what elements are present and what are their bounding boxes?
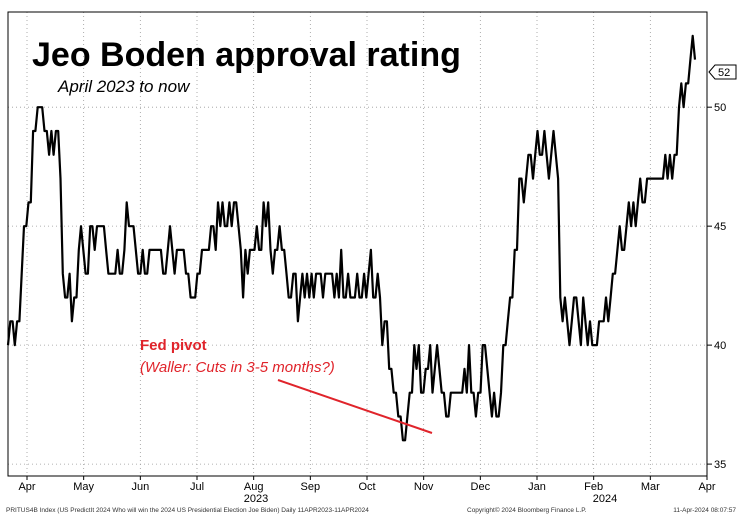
x-tick-label: Sep	[301, 481, 321, 493]
x-tick-label: Jan	[528, 481, 546, 493]
last-value-marker	[708, 64, 737, 80]
y-tick-label: 45	[714, 221, 726, 233]
last-value-label: 52	[718, 67, 730, 79]
footer-source: PRITUS4B Index (US PredictIt 2024 Who wi…	[6, 507, 369, 514]
y-tick-label: 35	[714, 459, 726, 471]
x-tick-label: May	[73, 481, 94, 493]
x-tick-label: Jul	[190, 481, 204, 493]
annotation-title: Fed pivot	[140, 337, 207, 354]
x-axis: Apr May Jun Jul Aug Sep Oct Nov Dec Jan Feb Mar Apr 2…	[18, 476, 716, 505]
approval-line	[6, 34, 697, 442]
y-axis: 35 40 45 50 52	[707, 64, 737, 471]
y-tick-label: 40	[714, 340, 726, 352]
plot-border	[7, 11, 708, 477]
annotation-arrow	[277, 379, 433, 434]
annotation-text: (Waller: Cuts in 3-5 months?)	[140, 359, 335, 376]
x-tick-label: Feb	[584, 481, 603, 493]
x-year-label: 2023	[244, 493, 268, 505]
plot-area	[7, 11, 708, 477]
footer-copyright: Copyright© 2024 Bloomberg Finance L.P.	[467, 506, 587, 514]
x-tick-label: Mar	[641, 481, 660, 493]
y-tick-label: 50	[714, 102, 726, 114]
x-year-label: 2024	[593, 493, 617, 505]
x-tick-label: Jun	[131, 481, 149, 493]
x-tick-label: Apr	[698, 481, 715, 493]
x-tick-label: Dec	[471, 481, 491, 493]
x-tick-label: Oct	[358, 481, 375, 493]
x-tick-label: Nov	[414, 481, 434, 493]
series-line	[6, 34, 697, 442]
chart-title: Jeo Boden approval rating	[32, 36, 461, 74]
x-tick-label: Aug	[244, 481, 264, 493]
chart-subtitle: April 2023 to now	[57, 77, 191, 96]
x-tick-label: Apr	[18, 481, 35, 493]
footer-timestamp: 11-Apr-2024 08:07:57	[673, 507, 736, 514]
